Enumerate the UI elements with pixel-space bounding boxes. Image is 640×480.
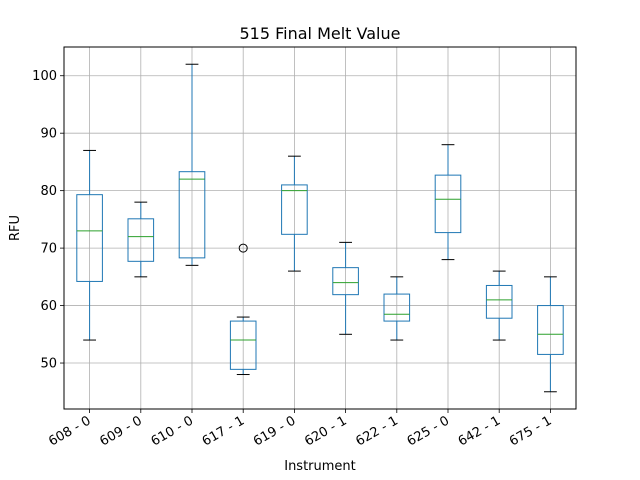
iqr-box [127, 218, 155, 262]
y-tick-label: 50 [40, 357, 57, 372]
iqr-box [332, 267, 359, 296]
iqr-box [76, 194, 103, 282]
axes-frame [63, 46, 577, 410]
box-608-0 [76, 149, 103, 341]
x-axis-label: Instrument [284, 459, 356, 474]
box-620-1 [332, 241, 359, 335]
box-625-0 [434, 144, 462, 261]
y-tick-label: 90 [40, 127, 57, 142]
box-617-1 [229, 243, 257, 376]
iqr-box [281, 184, 308, 235]
plot-area [76, 63, 564, 393]
iqr-box [178, 171, 206, 259]
chart-title: 515 Final Melt Value [240, 24, 401, 43]
box-609-0 [127, 201, 155, 278]
y-tick-label: 80 [40, 184, 57, 199]
box-622-1 [383, 276, 411, 341]
y-tick-label: 70 [40, 242, 57, 257]
box-610-0 [178, 63, 206, 266]
iqr-box [485, 284, 513, 319]
outlier-point [238, 243, 248, 253]
iqr-box [537, 305, 564, 355]
y-tick-label: 100 [32, 69, 57, 84]
iqr-box [434, 174, 462, 234]
box-675-1 [537, 276, 564, 393]
y-tick-label: 60 [40, 299, 57, 314]
box-619-0 [281, 155, 308, 272]
iqr-box [383, 293, 411, 322]
grid-lines [64, 47, 576, 409]
y-axis-label: RFU [8, 215, 23, 241]
box-642-1 [485, 270, 513, 341]
iqr-box [229, 320, 257, 370]
